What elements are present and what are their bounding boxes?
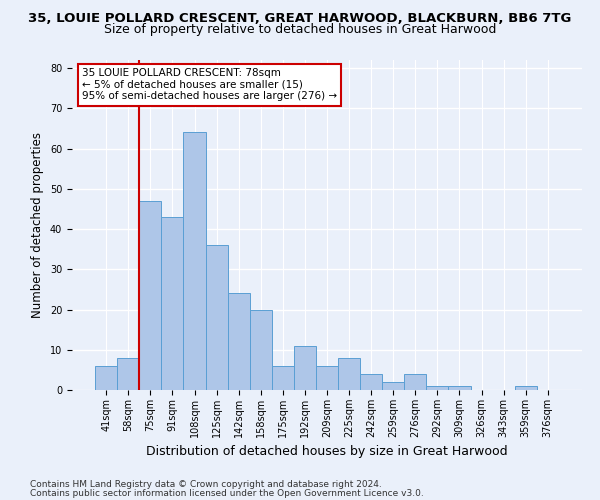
Bar [95, 366, 117, 390]
Bar [161, 217, 184, 390]
Text: Contains HM Land Registry data © Crown copyright and database right 2024.: Contains HM Land Registry data © Crown c… [30, 480, 382, 489]
Text: Size of property relative to detached houses in Great Harwood: Size of property relative to detached ho… [104, 22, 496, 36]
Bar [272, 366, 294, 390]
Bar [206, 245, 227, 390]
Text: Contains public sector information licensed under the Open Government Licence v3: Contains public sector information licen… [30, 488, 424, 498]
Bar [227, 294, 250, 390]
Bar [316, 366, 338, 390]
Bar [139, 201, 161, 390]
Bar [338, 358, 360, 390]
Bar [515, 386, 537, 390]
Bar [382, 382, 404, 390]
Bar [360, 374, 382, 390]
Y-axis label: Number of detached properties: Number of detached properties [31, 132, 44, 318]
X-axis label: Distribution of detached houses by size in Great Harwood: Distribution of detached houses by size … [146, 446, 508, 458]
Bar [448, 386, 470, 390]
Bar [184, 132, 206, 390]
Bar [250, 310, 272, 390]
Bar [404, 374, 427, 390]
Bar [117, 358, 139, 390]
Text: 35 LOUIE POLLARD CRESCENT: 78sqm
← 5% of detached houses are smaller (15)
95% of: 35 LOUIE POLLARD CRESCENT: 78sqm ← 5% of… [82, 68, 337, 102]
Bar [427, 386, 448, 390]
Text: 35, LOUIE POLLARD CRESCENT, GREAT HARWOOD, BLACKBURN, BB6 7TG: 35, LOUIE POLLARD CRESCENT, GREAT HARWOO… [28, 12, 572, 26]
Bar [294, 346, 316, 390]
